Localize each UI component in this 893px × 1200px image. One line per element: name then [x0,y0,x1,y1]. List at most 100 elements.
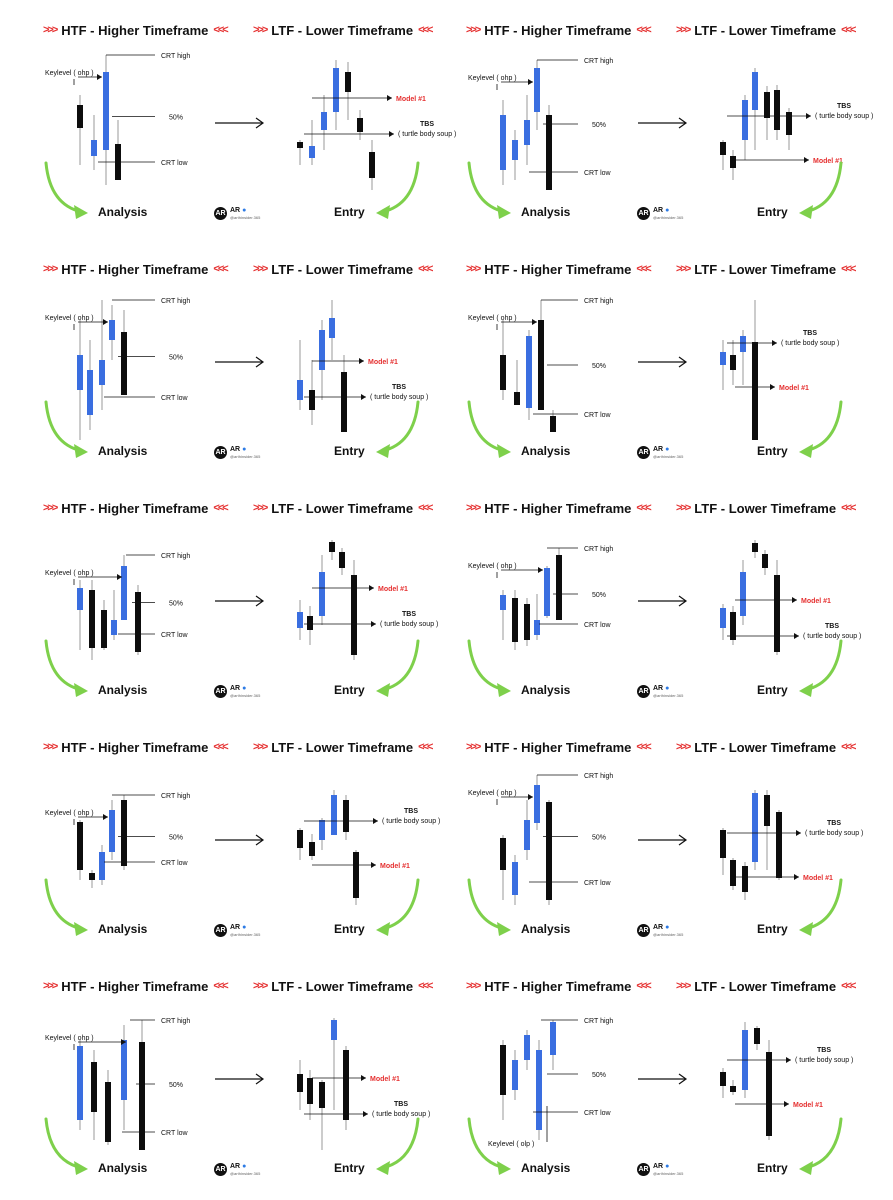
curved-arrow-icon [380,878,420,931]
model1-label: Model #1 [380,863,410,870]
keylevel-label: Keylevel ( ohp ) [45,70,94,77]
bear-candle [309,842,315,856]
htf-header: >>> HTF - Higher Timeframe <<< [38,259,232,279]
verified-icon: ● [665,924,670,931]
htf-title: HTF - Higher Timeframe [484,978,632,994]
keylevel-label: Keylevel ( ohp ) [468,563,517,570]
brand-badge: AR AR ● @arthinsider.365 [214,207,260,220]
brand-name: AR [653,207,664,214]
htf-title: HTF - Higher Timeframe [484,739,632,755]
setup-panel: >>> HTF - Higher Timeframe <<< >>> LTF - Low… [423,956,869,1196]
bull-candle [319,572,325,616]
brand-handle: @arthinsider.365 [653,932,684,937]
bear-candle [343,1050,349,1120]
model1-label: Model #1 [378,586,408,593]
tbs-full-label: ( turtle body soup ) [372,1111,430,1118]
analysis-label: Analysis [98,922,148,936]
chevron-right-icon: >>> [466,980,481,992]
tbs-label: TBS [837,103,851,110]
bear-candle [353,852,359,898]
chevron-left-icon: <<< [213,263,228,275]
ltf-title: LTF - Lower Timeframe [271,500,414,516]
ltf-title: LTF - Lower Timeframe [694,261,837,277]
htf-header: >>> HTF - Higher Timeframe <<< [38,498,232,518]
crt-low-label: CRT low [161,395,189,402]
bull-candle [752,793,758,862]
bear-candle [91,1062,97,1112]
brand-handle: @arthinsider.365 [653,1171,684,1176]
bear-candle [786,112,792,135]
bear-candle [105,1082,111,1142]
bull-candle [534,785,540,823]
htf-header: >>> HTF - Higher Timeframe <<< [461,498,655,518]
bear-candle [101,610,107,648]
bear-candle [121,332,127,395]
bear-candle [297,142,303,148]
htf-title: HTF - Higher Timeframe [61,500,209,516]
htf-title: HTF - Higher Timeframe [61,261,209,277]
keylevel-label: Keylevel ( ohp ) [45,570,94,577]
bull-candle [87,370,93,415]
verified-icon: ● [665,446,670,453]
bull-candle [297,612,303,628]
bear-candle [500,1045,506,1095]
bull-candle [544,568,550,616]
brand-badge: AR AR ● @arthinsider.365 [214,446,260,459]
setup-panel: >>> HTF - Higher Timeframe <<< >>> LTF - Low… [423,0,873,240]
chevron-right-icon: >>> [43,502,58,514]
tbs-label: TBS [817,1047,831,1054]
model1-label: Model #1 [779,385,809,392]
bear-candle [121,800,127,866]
setup-diagram: CRT high 50% CRT low Keylevel ( ohp ) Model … [467,298,843,458]
brand-handle: @arthinsider.365 [653,215,684,220]
bear-candle [538,320,544,410]
curved-arrow-icon [380,1117,420,1170]
setup-diagram: CRT high 50% CRT low Keylevel ( ohp ) Model … [44,540,438,697]
bear-candle [139,1042,145,1150]
keylevel-label: Keylevel ( ohp ) [45,1035,94,1042]
fifty-percent-label: 50% [169,115,183,122]
bear-candle [89,590,95,648]
bear-candle [339,552,345,568]
setup-diagram: CRT high 50% CRT low Keylevel ( ohp ) Model … [44,1018,430,1175]
entry-label: Entry [334,444,365,458]
setup-panel: >>> HTF - Higher Timeframe <<< >>> LTF - Low… [423,239,869,479]
curved-arrow-icon [803,161,843,214]
ltf-title: LTF - Lower Timeframe [694,500,837,516]
htf-title: HTF - Higher Timeframe [484,500,632,516]
bear-candle [345,72,351,92]
chevron-left-icon: <<< [841,741,856,753]
curved-arrow-icon [380,639,420,692]
setup-panel: >>> HTF - Higher Timeframe <<< >>> LTF - Low… [423,717,869,957]
curved-arrow-icon [44,161,84,214]
keylevel-label: Keylevel ( ohp ) [45,315,94,322]
bull-candle [329,318,335,338]
crt-low-label: CRT low [584,880,612,887]
chevron-left-icon: <<< [418,502,433,514]
bull-candle [534,68,540,112]
tbs-full-label: ( turtle body soup ) [815,113,873,120]
chevron-right-icon: >>> [253,741,268,753]
chevron-left-icon: <<< [841,263,856,275]
bull-candle [99,360,105,385]
htf-title: HTF - Higher Timeframe [484,261,632,277]
setup-diagram: CRT high 50% CRT low Keylevel ( ohp ) Model … [467,58,873,219]
ltf-title: LTF - Lower Timeframe [694,22,837,38]
tbs-full-label: ( turtle body soup ) [380,621,438,628]
tbs-label: TBS [392,384,406,391]
entry-label: Entry [757,205,788,219]
chevron-left-icon: <<< [418,980,433,992]
brand-badge: AR AR ● @arthinsider.365 [637,207,683,220]
bear-candle [762,554,768,568]
htf-header: >>> HTF - Higher Timeframe <<< [38,737,232,757]
brand-name: AR [653,685,664,692]
crt-low-label: CRT low [161,160,189,167]
bull-candle [500,595,506,610]
crt-high-label: CRT high [161,553,190,560]
bull-candle [512,862,518,895]
model1-label: Model #1 [396,96,426,103]
curved-arrow-icon [467,161,507,214]
avatar: AR [214,207,227,220]
crt-low-label: CRT low [161,632,189,639]
fifty-percent-label: 50% [592,363,606,370]
